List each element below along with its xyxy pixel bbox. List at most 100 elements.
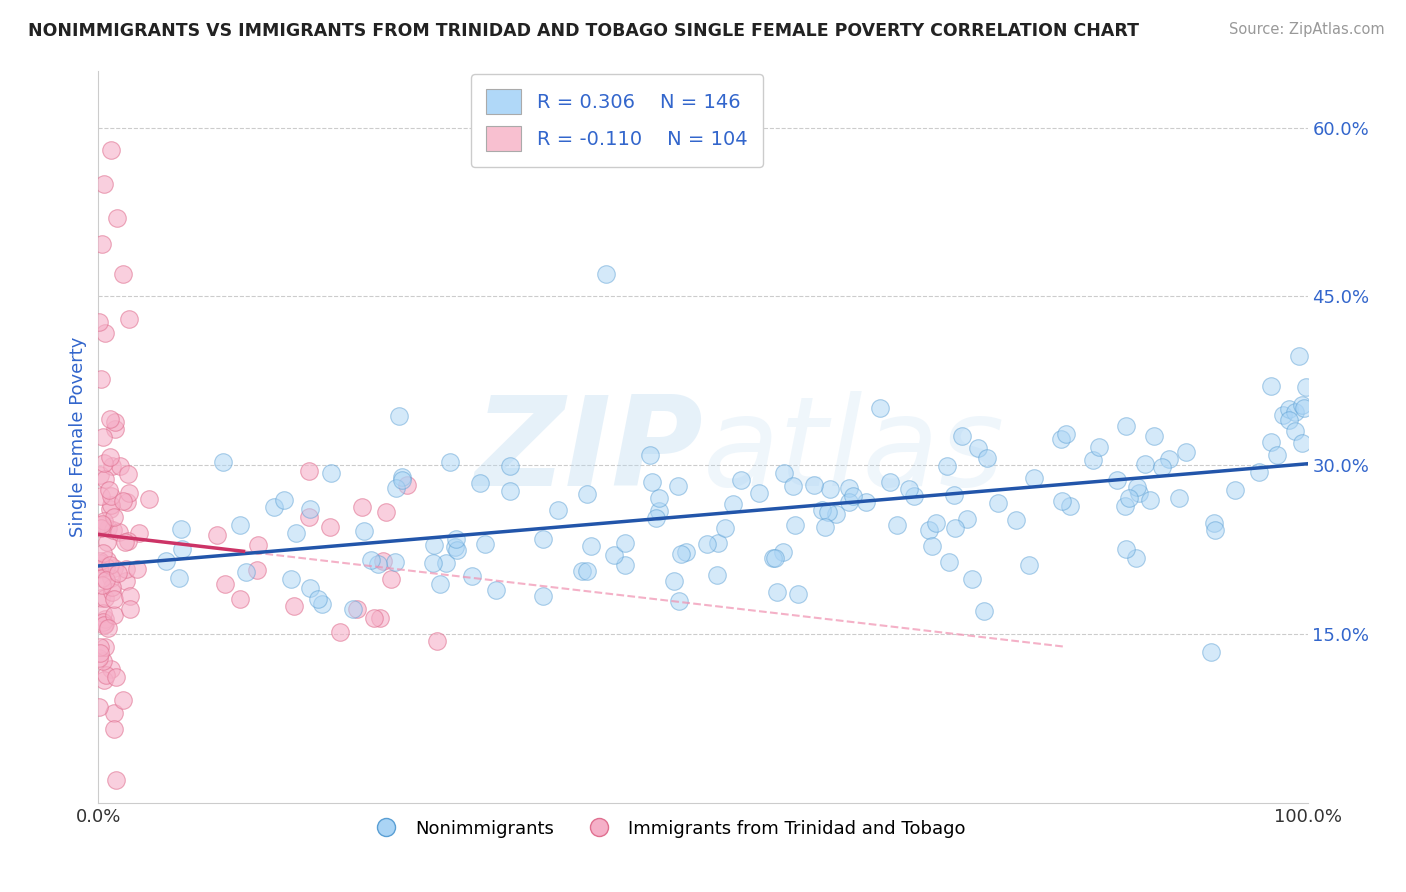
Point [664,574,686,589]
Point [648,503,671,517]
Point [94,612,117,626]
Point [91,606,114,620]
Point [93,640,115,654]
Point [115,574,138,588]
Point [721,497,744,511]
Point [93,615,115,629]
Point [87,699,110,714]
Point [91,578,114,592]
Point [803,478,825,492]
Point [87,562,110,576]
Point [950,429,973,443]
Point [422,556,444,570]
Point [98,502,121,516]
Point [579,539,602,553]
Point [1118,491,1140,506]
Text: ZIP: ZIP [474,392,703,512]
Point [114,562,136,576]
Point [94,574,117,588]
Point [229,518,252,533]
Point [531,589,554,603]
Point [384,555,406,569]
Point [772,545,794,559]
Point [284,526,307,541]
Point [468,475,491,490]
Point [103,591,125,606]
Point [318,520,340,534]
Point [90,516,112,531]
Point [1292,401,1315,416]
Point [576,564,599,578]
Point [666,479,689,493]
Point [360,552,382,566]
Point [429,577,451,591]
Point [98,483,121,498]
Point [100,143,122,157]
Point [668,593,690,607]
Point [103,607,125,622]
Point [89,640,111,654]
Text: NONIMMIGRANTS VS IMMIGRANTS FROM TRINIDAD AND TOBAGO SINGLE FEMALE POVERTY CORRE: NONIMMIGRANTS VS IMMIGRANTS FROM TRINIDA… [28,22,1139,40]
Point [311,597,333,611]
Point [1284,405,1306,419]
Point [353,524,375,538]
Point [1291,435,1313,450]
Point [214,577,236,591]
Point [90,237,112,252]
Point [93,177,115,191]
Point [205,527,228,541]
Point [1260,435,1282,450]
Point [374,505,396,519]
Point [1288,349,1310,363]
Point [967,441,990,455]
Point [229,591,252,606]
Point [1004,513,1026,527]
Point [461,569,484,583]
Point [307,592,329,607]
Point [987,496,1010,510]
Point [87,315,110,329]
Point [973,604,995,618]
Point [1152,460,1174,475]
Point [108,459,131,474]
Point [925,516,948,530]
Point [120,589,142,603]
Point [838,481,860,495]
Point [531,533,554,547]
Point [89,468,111,483]
Point [1260,379,1282,393]
Point [89,518,111,533]
Point [91,654,114,668]
Point [485,582,508,597]
Point [371,554,394,568]
Point [434,557,457,571]
Point [547,503,569,517]
Point [94,326,117,340]
Point [395,477,418,491]
Point [886,518,908,533]
Point [100,489,122,503]
Point [918,523,941,537]
Point [127,562,149,576]
Point [787,587,810,601]
Legend: Nonimmigrants, Immigrants from Trinidad and Tobago: Nonimmigrants, Immigrants from Trinidad … [361,813,973,845]
Point [120,602,142,616]
Point [1105,473,1128,487]
Point [938,555,960,569]
Point [115,495,138,509]
Point [90,372,112,386]
Point [90,591,112,605]
Point [956,512,979,526]
Point [319,467,342,481]
Point [299,502,322,516]
Point [90,571,112,585]
Point [1139,493,1161,508]
Point [1083,453,1105,467]
Point [103,509,125,524]
Point [603,548,626,562]
Point [155,554,177,568]
Point [1054,427,1077,442]
Point [1272,408,1295,422]
Point [273,493,295,508]
Point [212,455,235,469]
